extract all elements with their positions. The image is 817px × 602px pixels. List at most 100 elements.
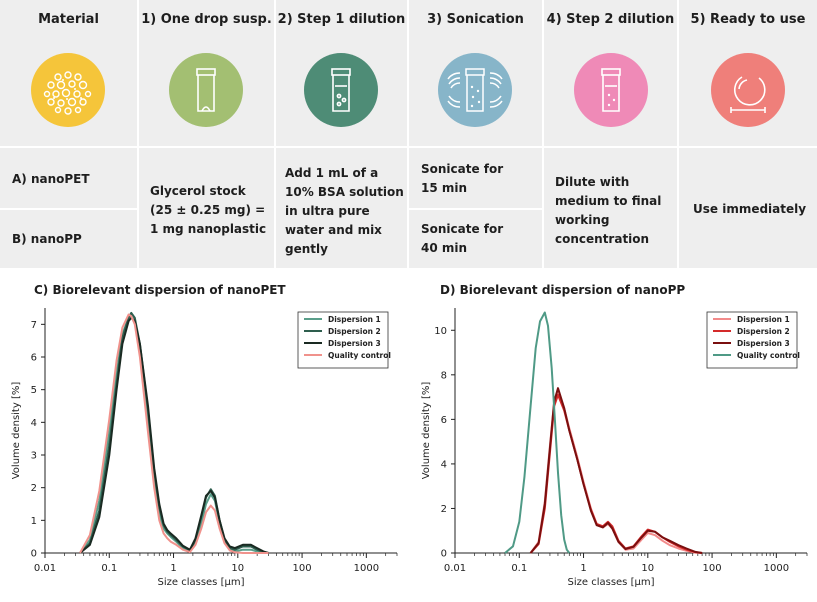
chart-c-series-line-1 bbox=[79, 313, 269, 554]
glycerol-line-1: Glycerol stock bbox=[150, 184, 246, 198]
ready-dish-icon bbox=[730, 76, 766, 113]
step4-title: 4) Step 2 dilution bbox=[546, 12, 675, 27]
chart-d-y-tick-label: 4 bbox=[441, 459, 447, 470]
chart-d-legend-label-4: Quality control bbox=[737, 351, 800, 360]
chart-c-x-tick-label: 100 bbox=[293, 563, 312, 574]
chart-c-y-tick-label: 3 bbox=[31, 451, 37, 462]
bsa-line-3: in ultra pure bbox=[285, 204, 370, 218]
chart-c-series-line-4 bbox=[79, 313, 269, 554]
chart-d-x-tick-label: 100 bbox=[703, 563, 722, 574]
chart-c-legend-box bbox=[297, 311, 389, 369]
chart-c-legend-label-2: Dispersion 2 bbox=[328, 327, 381, 336]
step2-icon-circle bbox=[304, 53, 378, 127]
particles-icon bbox=[43, 71, 92, 115]
tube-drop-icon bbox=[196, 68, 216, 112]
step5-title: 5) Ready to use bbox=[690, 12, 806, 27]
dilute-text: Dilute with medium to final working conc… bbox=[555, 173, 661, 249]
chart-c-legend-label-1: Dispersion 1 bbox=[328, 315, 381, 324]
step5-icon-circle bbox=[711, 53, 785, 127]
step3-title: 3) Sonication bbox=[427, 12, 524, 27]
step2-title: 2) Step 1 dilution bbox=[277, 12, 406, 27]
dilute-cell: Dilute with medium to final working conc… bbox=[544, 148, 677, 268]
step1-title: 1) One drop susp. bbox=[141, 12, 272, 27]
chart-d-series-line-4 bbox=[504, 311, 571, 554]
chart-c-y-tick-label: 1 bbox=[31, 516, 37, 527]
chart-c-legend: Dispersion 1 Dispersion 2 Dispersion 3 Qual… bbox=[297, 311, 391, 369]
step4-icon-circle bbox=[574, 53, 648, 127]
use-text: Use immediately bbox=[693, 202, 807, 216]
nanopet-cell: A) nanoPET bbox=[0, 148, 137, 208]
chart-d-title: D) Biorelevant dispersion of nanoPP bbox=[440, 283, 686, 297]
bsa-cell: Add 1 mL of a 10% BSA solution in ultra … bbox=[276, 148, 407, 268]
sonicate-b-cell: Sonicate for 40 min bbox=[409, 210, 542, 268]
chart-d-legend-box bbox=[706, 311, 798, 369]
sonicate-a-line-2: 15 min bbox=[421, 181, 468, 195]
dilute-line-3: working bbox=[555, 213, 610, 227]
chart-c-series-line-2 bbox=[79, 311, 269, 554]
chart-c-series-line-3 bbox=[79, 316, 269, 554]
chart-d-x-axis-label: Size classes [µm] bbox=[568, 577, 655, 588]
glycerol-cell: Glycerol stock (25 ± 0.25 mg) = 1 mg nan… bbox=[139, 148, 274, 268]
step5-header-panel: 5) Ready to use bbox=[679, 0, 817, 146]
bsa-line-5: gently bbox=[285, 242, 328, 256]
chart-c-x-tick-label: 0.1 bbox=[101, 563, 117, 574]
dilute-line-2: medium to final bbox=[555, 194, 662, 208]
step2-header-panel: 2) Step 1 dilution bbox=[276, 0, 407, 146]
chart-c-y-tick-label: 6 bbox=[31, 353, 37, 364]
step3-header-panel: 3) Sonication bbox=[409, 0, 542, 146]
glycerol-line-2: (25 ± 0.25 mg) = bbox=[150, 203, 266, 217]
chart-c-title: C) Biorelevant dispersion of nanoPET bbox=[34, 283, 286, 297]
sonicate-b-line-1: Sonicate for bbox=[421, 222, 504, 236]
chart-d-y-tick-label: 0 bbox=[441, 549, 447, 560]
chart-c-y-tick-label: 0 bbox=[31, 549, 37, 560]
dilute-line-1: Dilute with bbox=[555, 175, 630, 189]
step1-icon-circle bbox=[169, 53, 243, 127]
chart-d-nanopp: 0 2 4 6 8 10 0.01 0.1 1 10 100 1000 Size classes [µm… bbox=[421, 308, 808, 588]
chart-c-legend-label-3: Dispersion 3 bbox=[328, 339, 381, 348]
chart-d-y-tick-label: 6 bbox=[441, 415, 447, 426]
bsa-text: Add 1 mL of a 10% BSA solution in ultra … bbox=[285, 164, 404, 259]
step1-header-panel: 1) One drop susp. bbox=[139, 0, 274, 146]
chart-c-x-tick-label: 1000 bbox=[354, 563, 379, 574]
chart-d-x-tick-label: 0.1 bbox=[511, 563, 527, 574]
nanopet-label: A) nanoPET bbox=[12, 172, 90, 186]
chart-c-y-axis-label: Volume density [%] bbox=[11, 382, 22, 480]
sonication-waves-icon bbox=[447, 68, 503, 112]
nanopp-label: B) nanoPP bbox=[12, 232, 82, 246]
dilute-line-4: concentration bbox=[555, 232, 650, 246]
sonicate-a-text: Sonicate for 15 min bbox=[421, 160, 503, 198]
sonicate-b-text: Sonicate for 40 min bbox=[421, 220, 503, 258]
tube-mixture-icon bbox=[331, 68, 351, 112]
chart-c-y-tick-label: 4 bbox=[31, 418, 37, 429]
nanopp-cell: B) nanoPP bbox=[0, 210, 137, 268]
chart-d-series-line-1 bbox=[529, 389, 703, 554]
sonicate-b-line-2: 40 min bbox=[421, 241, 468, 255]
material-title: Material bbox=[38, 12, 99, 27]
bsa-line-2: 10% BSA solution bbox=[285, 185, 404, 199]
chart-d-legend: Dispersion 1 Dispersion 2 Dispersion 3 Qual… bbox=[706, 311, 800, 369]
chart-d-x-tick-label: 10 bbox=[641, 563, 654, 574]
chart-c-x-tick-label: 0.01 bbox=[34, 563, 56, 574]
chart-d-x-tick-label: 1000 bbox=[764, 563, 789, 574]
chart-c-x-tick-label: 10 bbox=[231, 563, 244, 574]
chart-c-legend-label-4: Quality control bbox=[328, 351, 391, 360]
material-header-panel: Material bbox=[0, 0, 137, 146]
chart-c-x-tick-label: 1 bbox=[170, 563, 176, 574]
chart-d-series-line-2 bbox=[529, 393, 703, 554]
chart-d-x-tick-label: 1 bbox=[580, 563, 586, 574]
sonicate-a-cell: Sonicate for 15 min bbox=[409, 148, 542, 208]
step4-header-panel: 4) Step 2 dilution bbox=[544, 0, 677, 146]
chart-c-nanopet: 0 1 2 3 4 5 6 7 0.01 0.1 1 10 100 1000 Size classes [µ… bbox=[11, 308, 398, 588]
chart-c-x-axis-label: Size classes [µm] bbox=[158, 577, 245, 588]
chart-d-legend-label-1: Dispersion 1 bbox=[737, 315, 790, 324]
glycerol-text: Glycerol stock (25 ± 0.25 mg) = 1 mg nan… bbox=[150, 182, 266, 239]
chart-d-legend-label-2: Dispersion 2 bbox=[737, 327, 790, 336]
bsa-line-1: Add 1 mL of a bbox=[285, 166, 379, 180]
chart-d-y-tick-label: 8 bbox=[441, 370, 447, 381]
use-cell: Use immediately bbox=[679, 148, 817, 268]
bsa-line-4: water and mix bbox=[285, 223, 382, 237]
chart-d-legend-label-3: Dispersion 3 bbox=[737, 339, 790, 348]
step3-icon-circle bbox=[438, 53, 512, 127]
sonicate-a-line-1: Sonicate for bbox=[421, 162, 504, 176]
material-icon-circle bbox=[31, 53, 105, 127]
